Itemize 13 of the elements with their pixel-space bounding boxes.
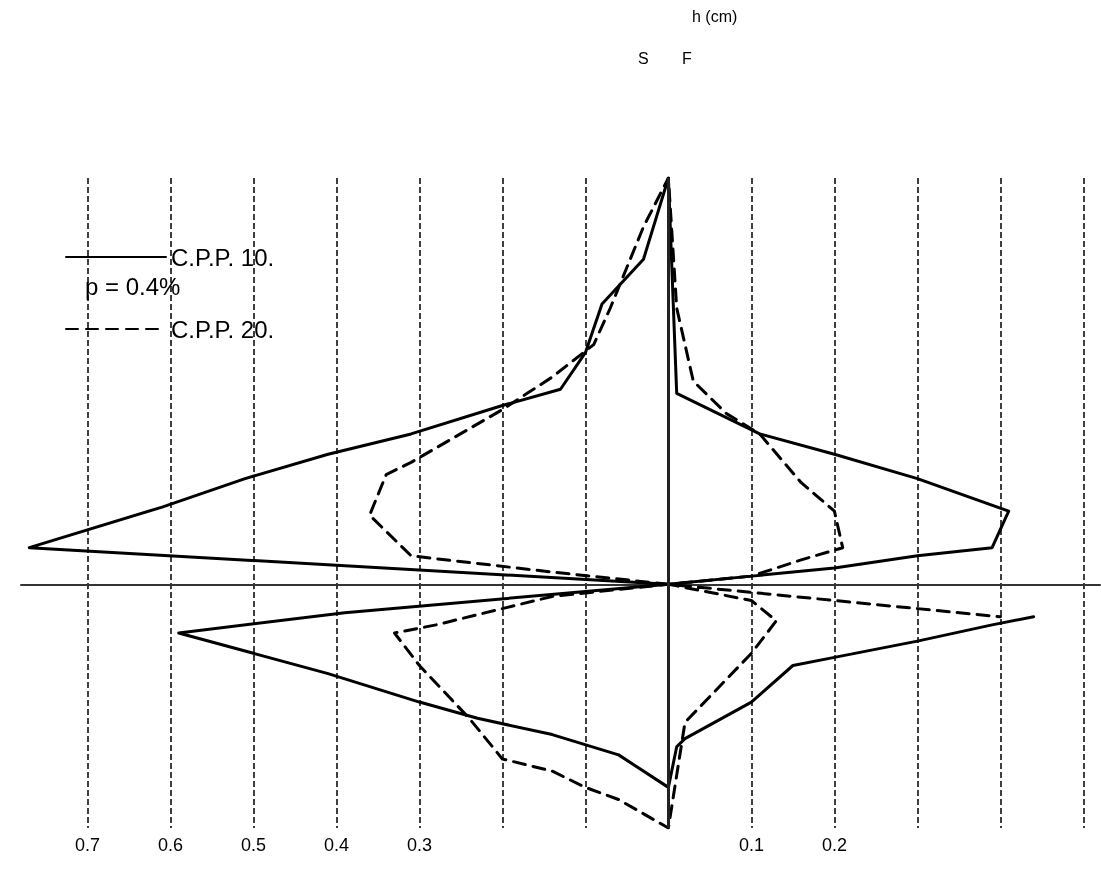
x-tick-label: 0.6 [157, 835, 183, 855]
x-tick-label: 0.3 [406, 835, 432, 855]
x-tick-label: 0.1 [738, 835, 764, 855]
x-tick-label: 0.4 [323, 835, 349, 855]
legend-label: C.P.P. 10. [171, 243, 275, 271]
x-tick-label: 0.7 [74, 835, 100, 855]
x-tick-label: 0.5 [240, 835, 266, 855]
legend-label: C.P.P. 20. [171, 315, 275, 343]
x-tick-label: 0.2 [821, 835, 847, 855]
text: h (cm) [692, 7, 738, 25]
annotation: p = 0.4% [85, 272, 181, 300]
text: S [638, 49, 649, 67]
text: F [682, 49, 692, 67]
